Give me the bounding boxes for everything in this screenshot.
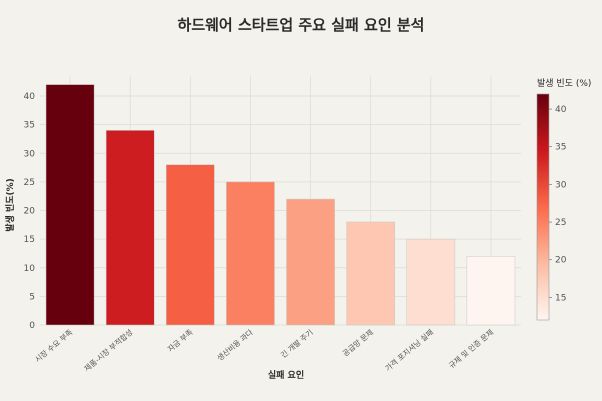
x-axis-ticks: 시장 수요 부족 제품-시장 부적합성 자금 부족 생산비용 과다 긴 개발 주기 공급망… xyxy=(33,327,496,373)
x-axis-title: 실패 요인 xyxy=(268,369,304,381)
bars xyxy=(45,84,516,326)
x-tick-label: 생산비용 과다 xyxy=(215,327,255,363)
colorbar-title: 발생 빈도 (%) xyxy=(537,78,591,89)
y-tick-label: 40 xyxy=(24,92,36,102)
bar xyxy=(346,221,395,326)
colorbar-tick-label: 20 xyxy=(555,256,567,266)
bar xyxy=(406,238,456,326)
colorbar-tick-label: 30 xyxy=(555,180,567,190)
y-axis-title: 발생 빈도(%) xyxy=(4,178,16,232)
chart-title: 하드웨어 스타트업 주요 실패 요인 분석 xyxy=(178,16,425,34)
y-tick-label: 5 xyxy=(29,292,35,302)
y-tick-label: 20 xyxy=(24,207,36,217)
x-tick-label: 긴 개발 주기 xyxy=(278,327,315,360)
y-tick-label: 25 xyxy=(24,178,35,188)
bar xyxy=(226,181,275,326)
y-tick-label: 35 xyxy=(24,121,35,131)
x-tick-label: 공급망 문제 xyxy=(340,327,375,358)
x-tick-label: 가격 포지셔닝 실패 xyxy=(383,327,435,373)
bar xyxy=(466,256,516,326)
x-tick-label: 시장 수요 부족 xyxy=(33,327,75,364)
bar xyxy=(166,164,215,326)
y-tick-label: 15 xyxy=(24,235,35,245)
bar xyxy=(286,198,335,326)
colorbar-tick-label: 35 xyxy=(555,143,566,153)
colorbar-tick-label: 40 xyxy=(555,105,567,115)
bar xyxy=(105,130,155,326)
bar xyxy=(45,84,95,326)
colorbar-tick-label: 25 xyxy=(555,218,566,228)
colorbar-tick-label: 15 xyxy=(555,293,566,303)
y-axis-ticks: 0 5 10 15 20 25 30 35 40 xyxy=(24,92,36,331)
colorbar-ticks: 15 20 25 30 35 40 xyxy=(549,105,567,303)
colorbar xyxy=(536,93,550,321)
y-tick-label: 10 xyxy=(24,264,36,274)
x-tick-label: 제품-시장 부적합성 xyxy=(82,327,135,373)
x-tick-label: 자금 부족 xyxy=(166,328,195,354)
y-tick-label: 0 xyxy=(29,321,35,331)
y-tick-label: 30 xyxy=(24,149,36,159)
x-tick-label: 규제 및 인증 문제 xyxy=(446,327,495,370)
